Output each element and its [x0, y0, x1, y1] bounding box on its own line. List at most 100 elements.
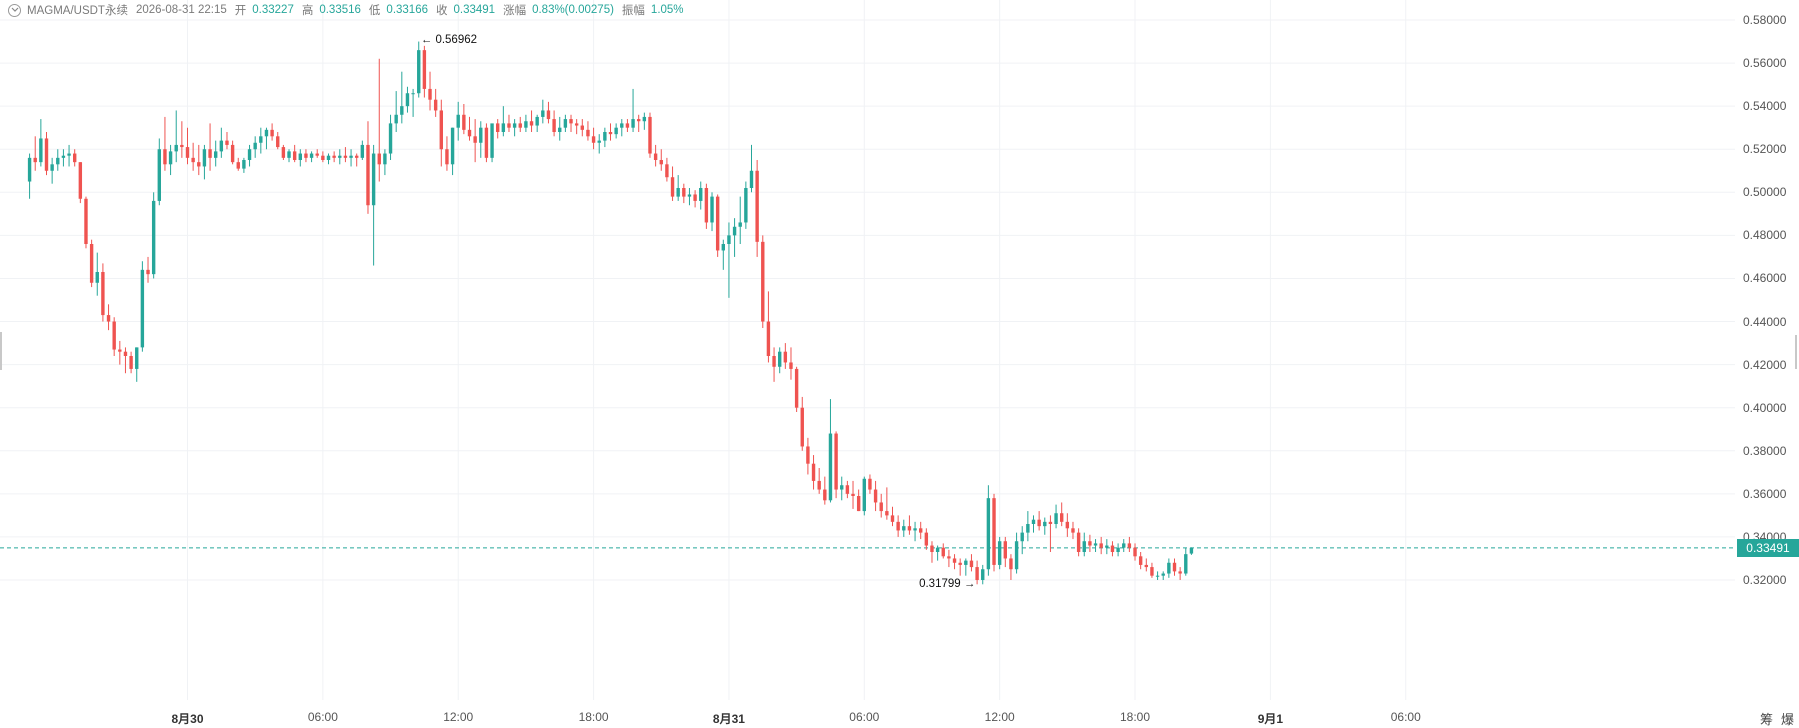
- candle[interactable]: [625, 119, 630, 132]
- candle[interactable]: [1138, 552, 1143, 570]
- candle[interactable]: [1127, 536, 1132, 552]
- candle[interactable]: [309, 151, 314, 163]
- candle[interactable]: [919, 521, 923, 540]
- candle[interactable]: [518, 116, 522, 132]
- candle[interactable]: [947, 549, 951, 568]
- candle[interactable]: [287, 149, 291, 163]
- candle[interactable]: [704, 183, 709, 229]
- candle[interactable]: [298, 149, 302, 167]
- candle[interactable]: [433, 88, 438, 117]
- left-scroll-handle[interactable]: [0, 332, 2, 370]
- candle[interactable]: [422, 45, 427, 98]
- candle[interactable]: [101, 263, 105, 322]
- candle[interactable]: [642, 112, 647, 130]
- candle[interactable]: [806, 437, 810, 475]
- candle[interactable]: [732, 218, 737, 257]
- candle[interactable]: [986, 485, 991, 576]
- candle[interactable]: [896, 515, 900, 537]
- candle[interactable]: [78, 162, 83, 204]
- candle[interactable]: [428, 71, 432, 111]
- candle[interactable]: [930, 541, 934, 563]
- candle[interactable]: [851, 480, 855, 509]
- candle[interactable]: [315, 149, 319, 158]
- candle[interactable]: [450, 127, 455, 176]
- candle[interactable]: [840, 476, 844, 501]
- candle[interactable]: [637, 114, 641, 132]
- candle[interactable]: [163, 116, 167, 171]
- candle[interactable]: [789, 347, 793, 380]
- candle[interactable]: [118, 340, 122, 365]
- candle[interactable]: [388, 114, 393, 160]
- candle[interactable]: [648, 112, 652, 158]
- candle[interactable]: [292, 144, 297, 163]
- candle[interactable]: [693, 190, 697, 208]
- candle[interactable]: [39, 119, 43, 167]
- candle[interactable]: [834, 431, 838, 499]
- candle[interactable]: [738, 196, 742, 244]
- candle[interactable]: [794, 366, 799, 412]
- candle[interactable]: [355, 153, 359, 167]
- candle[interactable]: [129, 351, 133, 374]
- candle[interactable]: [958, 558, 962, 576]
- candle[interactable]: [479, 121, 483, 158]
- candle[interactable]: [1054, 504, 1058, 529]
- candle[interactable]: [631, 88, 635, 132]
- candle[interactable]: [828, 399, 833, 503]
- candle[interactable]: [1144, 558, 1148, 572]
- candle[interactable]: [326, 153, 331, 165]
- candle[interactable]: [95, 252, 99, 296]
- candle[interactable]: [563, 114, 568, 132]
- candle[interactable]: [191, 142, 195, 171]
- candle[interactable]: [1189, 547, 1194, 555]
- candle[interactable]: [981, 564, 985, 585]
- candle[interactable]: [225, 132, 229, 150]
- liquidation-button[interactable]: 爆: [1781, 712, 1795, 727]
- candle[interactable]: [535, 114, 539, 132]
- candle[interactable]: [67, 144, 71, 167]
- candle[interactable]: [56, 149, 60, 171]
- candle[interactable]: [997, 536, 1002, 570]
- candle[interactable]: [490, 123, 494, 163]
- candle[interactable]: [1172, 558, 1177, 576]
- candle[interactable]: [862, 476, 866, 516]
- candle[interactable]: [574, 119, 579, 135]
- candle[interactable]: [1031, 515, 1036, 533]
- candle[interactable]: [1048, 515, 1053, 552]
- candle[interactable]: [665, 157, 669, 182]
- candle[interactable]: [811, 455, 816, 490]
- candle[interactable]: [230, 140, 235, 165]
- candle[interactable]: [253, 136, 257, 158]
- candle[interactable]: [541, 99, 545, 124]
- candle[interactable]: [174, 110, 178, 163]
- candle[interactable]: [817, 468, 821, 494]
- candle[interactable]: [1184, 547, 1188, 576]
- candle[interactable]: [1093, 539, 1098, 552]
- candle[interactable]: [715, 194, 720, 257]
- candle[interactable]: [168, 144, 173, 176]
- candle[interactable]: [1110, 541, 1115, 557]
- candle[interactable]: [202, 144, 207, 180]
- candle[interactable]: [512, 119, 517, 137]
- candle[interactable]: [242, 157, 246, 173]
- candle[interactable]: [1088, 534, 1092, 552]
- candle[interactable]: [873, 480, 878, 512]
- candle[interactable]: [744, 181, 748, 229]
- candle[interactable]: [964, 558, 968, 576]
- candle[interactable]: [27, 153, 32, 199]
- candle[interactable]: [1014, 532, 1019, 574]
- candle[interactable]: [1099, 536, 1103, 555]
- candle[interactable]: [524, 114, 528, 132]
- candle[interactable]: [614, 123, 618, 139]
- candle[interactable]: [586, 121, 590, 141]
- candle[interactable]: [975, 560, 979, 585]
- candle[interactable]: [1009, 554, 1013, 580]
- candle[interactable]: [417, 41, 421, 98]
- candle[interactable]: [772, 347, 776, 382]
- candle[interactable]: [33, 136, 37, 171]
- candle[interactable]: [112, 317, 116, 356]
- candle[interactable]: [366, 121, 370, 214]
- candle[interactable]: [473, 119, 477, 163]
- candle[interactable]: [151, 192, 156, 279]
- candle[interactable]: [941, 543, 945, 559]
- candle[interactable]: [400, 71, 404, 124]
